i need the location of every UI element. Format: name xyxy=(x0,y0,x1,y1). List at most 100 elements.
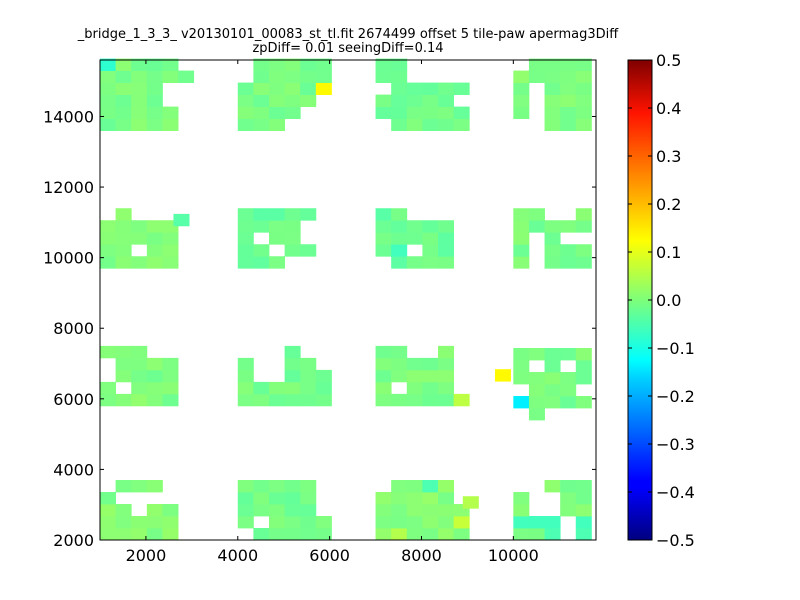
heatmap-cell xyxy=(115,208,132,221)
heatmap-cell xyxy=(300,516,317,529)
heatmap-cell xyxy=(513,256,530,269)
heatmap-cell xyxy=(438,516,455,529)
heatmap-cell xyxy=(528,516,545,529)
heatmap-cell xyxy=(391,70,408,83)
heatmap-cell xyxy=(146,381,163,395)
heatmap-cell xyxy=(131,82,148,95)
heatmap-cell xyxy=(422,82,439,95)
heatmap-cell xyxy=(115,528,132,541)
heatmap-cell xyxy=(513,516,530,529)
colorbar-tick-label: 0.4 xyxy=(656,99,681,118)
heatmap-cell xyxy=(115,369,132,383)
heatmap-cell xyxy=(300,208,317,221)
heatmap-cell xyxy=(575,94,592,107)
heatmap-cell xyxy=(100,504,117,517)
heatmap-cell xyxy=(544,106,561,119)
heatmap-cell xyxy=(560,372,577,385)
heatmap-cell xyxy=(391,106,408,119)
heatmap-cell xyxy=(146,357,163,371)
heatmap-cell xyxy=(391,256,408,269)
heatmap-cell xyxy=(560,256,577,269)
heatmap-cell xyxy=(422,504,439,517)
heatmap-cell xyxy=(391,516,408,529)
heatmap-cell xyxy=(391,82,408,95)
heatmap-cell xyxy=(544,528,561,541)
heatmap-cell xyxy=(391,220,408,233)
heatmap-cell xyxy=(237,118,254,131)
heatmap-cell xyxy=(575,396,592,409)
heatmap-cell xyxy=(284,480,301,493)
heatmap-cell xyxy=(284,220,301,233)
heatmap-cell xyxy=(115,256,132,269)
heatmap-cell xyxy=(253,58,270,71)
heatmap-cell xyxy=(391,357,408,371)
heatmap-cell xyxy=(575,256,592,269)
heatmap-cell xyxy=(406,106,423,119)
heatmap-cell xyxy=(100,393,117,407)
heatmap-cell xyxy=(253,381,270,395)
heatmap-cell xyxy=(131,345,148,359)
heatmap-cell xyxy=(375,244,392,257)
heatmap-cell xyxy=(146,118,163,131)
colorbar-tick-label: 0.1 xyxy=(656,243,681,262)
heatmap-cell xyxy=(406,357,423,371)
heatmap-cell xyxy=(253,393,270,407)
heatmap-cell xyxy=(100,82,117,95)
heatmap-cell xyxy=(375,94,392,107)
heatmap-cell xyxy=(162,118,179,131)
heatmap-cell xyxy=(300,244,317,257)
colorbar-tick-label: −0.1 xyxy=(656,339,695,358)
heatmap-cell xyxy=(146,256,163,269)
heatmap-cell xyxy=(453,516,470,529)
heatmap-cell xyxy=(422,244,439,257)
heatmap-cell xyxy=(162,58,179,71)
heatmap-cell xyxy=(315,70,332,83)
y-tick-label: 8000 xyxy=(53,319,94,338)
heatmap-cell xyxy=(544,70,561,83)
heatmap-cell xyxy=(284,208,301,221)
heatmap-cell xyxy=(560,106,577,119)
heatmap-cell xyxy=(544,372,561,385)
heatmap-cell xyxy=(375,357,392,371)
heatmap-cell xyxy=(100,244,117,257)
heatmap-cell xyxy=(513,208,530,221)
heatmap-cell xyxy=(406,220,423,233)
heatmap-cell xyxy=(513,244,530,257)
heatmap-cell xyxy=(375,58,392,71)
heatmap-cell xyxy=(438,220,455,233)
heatmap-cell xyxy=(560,492,577,505)
heatmap-cell xyxy=(513,106,530,119)
heatmap-cell xyxy=(253,82,270,95)
heatmap-cell xyxy=(162,256,179,269)
heatmap-cell xyxy=(438,369,455,383)
heatmap-cell xyxy=(115,94,132,107)
heatmap-cell xyxy=(544,232,561,245)
heatmap-cell xyxy=(528,58,545,71)
heatmap-cell xyxy=(544,94,561,107)
heatmap-cell xyxy=(237,256,254,269)
colorbar-tick-label: −0.4 xyxy=(656,483,695,502)
heatmap-cell xyxy=(300,393,317,407)
heatmap-cell xyxy=(422,381,439,395)
heatmap-cell xyxy=(131,232,148,245)
heatmap-cell xyxy=(269,492,286,505)
heatmap-cell xyxy=(560,94,577,107)
heatmap-cells xyxy=(100,58,592,541)
heatmap-cell xyxy=(422,106,439,119)
heatmap-cell xyxy=(513,396,530,409)
colorbar-tick-label: −0.2 xyxy=(656,387,695,406)
heatmap-cell xyxy=(115,82,132,95)
heatmap-cell xyxy=(375,528,392,541)
heatmap-cell xyxy=(513,492,530,505)
heatmap-cell xyxy=(131,516,148,529)
heatmap-cell-outlier xyxy=(494,369,511,382)
heatmap-cell xyxy=(438,480,455,493)
x-tick-label: 4000 xyxy=(217,546,258,565)
heatmap-cell xyxy=(544,480,561,493)
heatmap-cell xyxy=(315,393,332,407)
heatmap-cell xyxy=(560,220,577,233)
heatmap-cell xyxy=(528,384,545,397)
heatmap-cell xyxy=(131,393,148,407)
heatmap-cell xyxy=(575,492,592,505)
heatmap-cell xyxy=(100,118,117,131)
